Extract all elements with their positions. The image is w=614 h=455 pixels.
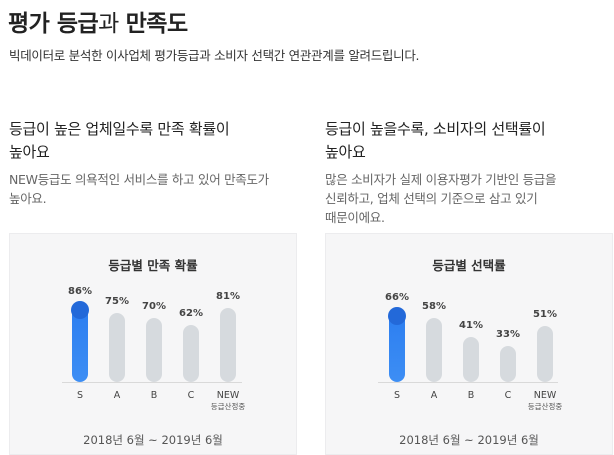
category-sublabel: 등급산정중	[210, 402, 246, 411]
bar-new	[537, 326, 553, 382]
satisfaction-desc-line1: NEW등급도 의욕적인 서비스를 하고 있어 만족도가	[9, 172, 269, 187]
data-label: 75%	[105, 296, 129, 307]
satisfaction-chart-period: 2018년 6월 ~ 2019년 6월	[83, 433, 223, 447]
chart-baseline	[378, 382, 558, 383]
selection-desc-line1: 많은 소비자가 실제 이용자평가 기반인 등급을	[325, 172, 557, 187]
satisfaction-heading-line1: 등급이 높은 업체일수록 만족 확률이	[9, 120, 230, 138]
category-label: B	[467, 390, 475, 401]
bar-c	[183, 325, 199, 382]
category-label: A	[430, 390, 438, 401]
category-label: C	[187, 390, 195, 401]
category-sublabel: 등급산정중	[527, 402, 563, 411]
data-label: 86%	[68, 286, 92, 297]
data-label: 33%	[496, 329, 520, 340]
data-label: 41%	[459, 320, 483, 331]
page-title-part1: 평가 등급	[8, 11, 99, 37]
bar-s	[71, 301, 89, 382]
category-label: S	[76, 390, 84, 401]
category-label: A	[113, 390, 121, 401]
selection-chart-title: 등급별 선택률	[432, 258, 506, 273]
chart-baseline	[62, 382, 242, 383]
data-label: 62%	[179, 308, 203, 319]
page-title: 평가 등급과 만족도	[8, 4, 188, 38]
selection-heading-line2: 높아요	[325, 143, 366, 161]
satisfaction-heading: 등급이 높은 업체일수록 만족 확률이 높아요	[9, 118, 299, 164]
bar-b	[463, 337, 479, 382]
data-label: 70%	[142, 301, 166, 312]
bar-c	[500, 346, 516, 382]
selection-chart-period: 2018년 6월 ~ 2019년 6월	[399, 433, 539, 447]
data-label: 58%	[422, 301, 446, 312]
category-label: C	[504, 390, 512, 401]
category-label: S	[393, 390, 401, 401]
bar-new	[220, 308, 236, 382]
page-title-part2: 과	[98, 11, 126, 37]
satisfaction-section: 등급이 높은 업체일수록 만족 확률이 높아요 NEW등급도 의욕적인 서비스를…	[9, 118, 299, 208]
selection-heading-line1: 등급이 높을수록, 소비자의 선택률이	[325, 120, 546, 138]
satisfaction-chart-title: 등급별 만족 확률	[108, 258, 198, 273]
satisfaction-desc-line2: 높아요.	[9, 191, 47, 206]
bar-s	[388, 307, 406, 382]
page-subtitle: 빅데이터로 분석한 이사업체 평가등급과 소비자 선택간 연관관계를 알려드립니…	[9, 48, 420, 63]
data-label: 66%	[385, 292, 409, 303]
selection-description: 많은 소비자가 실제 이용자평가 기반인 등급을 신뢰하고, 업체 선택의 기준…	[325, 170, 614, 227]
selection-heading: 등급이 높을수록, 소비자의 선택률이 높아요	[325, 118, 614, 164]
satisfaction-description: NEW등급도 의욕적인 서비스를 하고 있어 만족도가 높아요.	[9, 170, 299, 208]
bar-b	[146, 318, 162, 382]
selection-chart-card: 등급별 선택률 66% S 58% A 41% B 33% C 51% NEW 등급산정중 2018…	[325, 233, 613, 455]
data-label: 51%	[533, 309, 557, 320]
selection-desc-line3: 때문이에요.	[325, 210, 385, 225]
satisfaction-heading-line2: 높아요	[9, 143, 50, 161]
selection-desc-line2: 신뢰하고, 업체 선택의 기준으로 삼고 있기	[325, 191, 538, 206]
bar-a	[109, 313, 125, 382]
data-label: 81%	[216, 291, 240, 302]
category-label: NEW	[533, 390, 557, 401]
satisfaction-chart-card: 등급별 만족 확률 86% S 75% A 70% B 62% C 81% NEW 등급산정중 20…	[9, 233, 297, 455]
selection-section: 등급이 높을수록, 소비자의 선택률이 높아요 많은 소비자가 실제 이용자평가…	[325, 118, 614, 227]
page-title-part3: 만족도	[125, 11, 188, 37]
category-label: B	[150, 390, 158, 401]
category-label: NEW	[216, 390, 240, 401]
bar-a	[426, 318, 442, 382]
